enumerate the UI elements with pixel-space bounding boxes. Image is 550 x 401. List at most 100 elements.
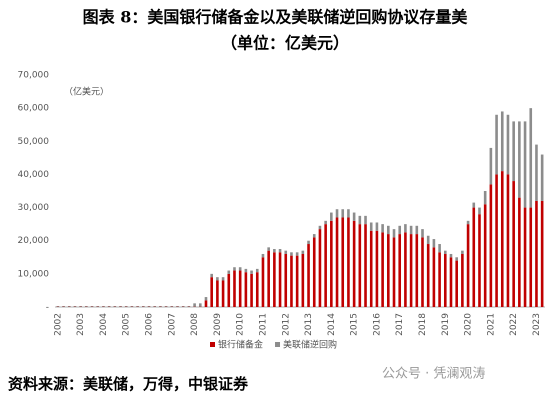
- bar: [466, 224, 470, 307]
- bar: [529, 207, 533, 307]
- bar: [96, 306, 100, 307]
- bar: [512, 121, 515, 182]
- bar: [284, 250, 288, 254]
- bar: [147, 306, 151, 307]
- bar: [518, 197, 521, 307]
- bar: [512, 181, 515, 307]
- bar: [455, 260, 458, 307]
- bar: [500, 171, 504, 307]
- bar: [335, 209, 339, 218]
- x-tick-label: 2023: [532, 313, 542, 336]
- bar: [273, 249, 276, 253]
- x-tick-label: 2018: [418, 313, 428, 336]
- bar: [176, 306, 179, 307]
- bar: [56, 306, 60, 307]
- x-tick-label: 2010: [236, 313, 246, 336]
- x-tick-label: 2020: [464, 313, 474, 336]
- bar: [415, 234, 419, 307]
- bar: [478, 207, 481, 215]
- bar: [216, 277, 219, 281]
- bar: [535, 144, 538, 201]
- bar: [227, 273, 231, 307]
- x-tick-label: 2022: [509, 313, 519, 336]
- bar: [483, 191, 487, 205]
- x-tick-label: 2011: [258, 313, 268, 336]
- bar: [443, 250, 447, 254]
- chart-title: 图表 8：美国银行储备金以及美联储逆回购协议存量美: [83, 8, 469, 27]
- x-tick-label: 2008: [190, 313, 200, 336]
- bar: [159, 306, 162, 307]
- bar: [421, 229, 424, 238]
- bar: [244, 268, 248, 273]
- bar: [404, 232, 407, 307]
- bar: [330, 212, 333, 221]
- bar: [535, 200, 538, 307]
- y-axis-label: （亿美元）: [64, 86, 109, 98]
- x-tick-label: 2014: [327, 313, 337, 336]
- bar: [495, 114, 498, 175]
- bar: [495, 174, 498, 307]
- bar: [85, 306, 88, 307]
- bar: [472, 202, 476, 208]
- x-tick-label: 2021: [486, 313, 496, 336]
- bar: [443, 253, 447, 307]
- y-tick-label: 40,000: [18, 170, 50, 180]
- bar: [227, 270, 231, 274]
- bar: [301, 250, 305, 254]
- bar: [278, 249, 282, 253]
- bar: [409, 225, 413, 235]
- bar: [392, 237, 396, 307]
- x-tick-label: 2017: [395, 313, 405, 336]
- bar: [369, 230, 373, 307]
- x-tick-label: 2012: [281, 313, 291, 336]
- bar: [415, 225, 419, 235]
- bar: [119, 306, 122, 307]
- bar: [142, 306, 145, 307]
- bar: [233, 267, 236, 271]
- bar: [518, 121, 521, 198]
- legend-swatch: [275, 342, 281, 347]
- x-tick-label: 2009: [213, 313, 223, 336]
- bar: [216, 280, 219, 307]
- bar: [324, 220, 327, 225]
- bar: [261, 257, 265, 307]
- bar: [381, 232, 384, 307]
- bar: [529, 108, 533, 208]
- bar: [278, 252, 282, 307]
- bar: [398, 234, 402, 307]
- bar: [312, 234, 316, 238]
- bar: [312, 237, 316, 307]
- bar: [113, 306, 117, 307]
- bar: [352, 212, 356, 221]
- y-tick-label: -: [46, 303, 49, 313]
- bar: [62, 306, 65, 307]
- bar: [301, 253, 305, 307]
- bar: [324, 224, 327, 307]
- bar: [449, 257, 453, 307]
- x-tick-label: 2016: [372, 313, 382, 336]
- bar: [375, 230, 379, 307]
- bar: [409, 234, 413, 307]
- bar: [392, 229, 396, 238]
- legend-label: 美联储逆回购: [283, 339, 337, 351]
- bar: [204, 297, 208, 301]
- bar: [358, 215, 362, 225]
- bar: [79, 306, 82, 307]
- bar: [369, 222, 373, 231]
- bar: [500, 111, 504, 172]
- bar: [540, 154, 544, 201]
- x-tick-label: 2004: [99, 313, 109, 336]
- bar: [170, 306, 174, 307]
- bar: [295, 255, 299, 307]
- bar: [506, 114, 510, 175]
- chart-subtitle: （单位：亿美元）: [221, 34, 349, 53]
- bar: [290, 255, 293, 307]
- bar: [478, 214, 481, 307]
- bar: [426, 235, 430, 245]
- legend-label: 银行储备金: [218, 339, 263, 351]
- bar: [238, 270, 242, 307]
- bar: [540, 200, 544, 307]
- bar: [398, 225, 402, 235]
- bar: [466, 220, 470, 225]
